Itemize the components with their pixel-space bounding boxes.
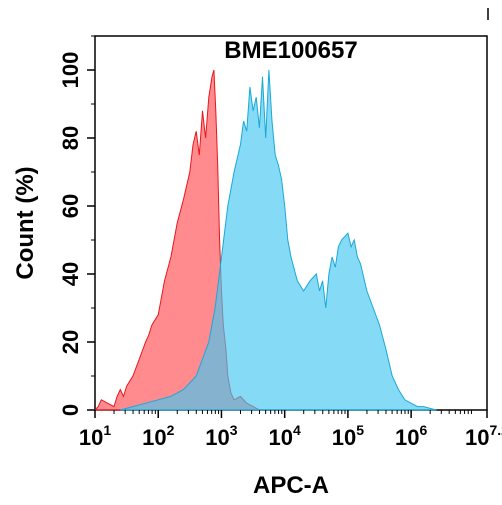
y-tick-label: 60 — [58, 194, 83, 218]
x-tick-label: 102 — [142, 422, 174, 450]
y-axis: 0 20 40 60 80 100 — [58, 35, 95, 416]
histogram-series-2 — [120, 69, 437, 411]
y-tick-label: 40 — [58, 262, 83, 286]
chart-title: BME100657 — [224, 37, 357, 64]
x-tick-label: 107.2 — [465, 422, 502, 450]
y-axis-title: Count (%) — [12, 166, 39, 279]
x-axis: 101 102 103 104 105 106 107.2 — [79, 410, 502, 450]
x-tick-label: 103 — [205, 422, 237, 450]
series-layer — [93, 69, 437, 411]
x-tick-label: 105 — [332, 422, 364, 450]
y-tick-label: 100 — [58, 52, 83, 89]
x-tick-label: 101 — [79, 422, 111, 450]
x-axis-title: APC-A — [253, 472, 329, 499]
x-tick-label: 104 — [269, 422, 301, 450]
y-tick-label: 80 — [58, 126, 83, 150]
y-tick-label: 0 — [58, 404, 83, 416]
y-tick-label: 20 — [58, 330, 83, 354]
x-tick-label: 106 — [395, 422, 427, 450]
